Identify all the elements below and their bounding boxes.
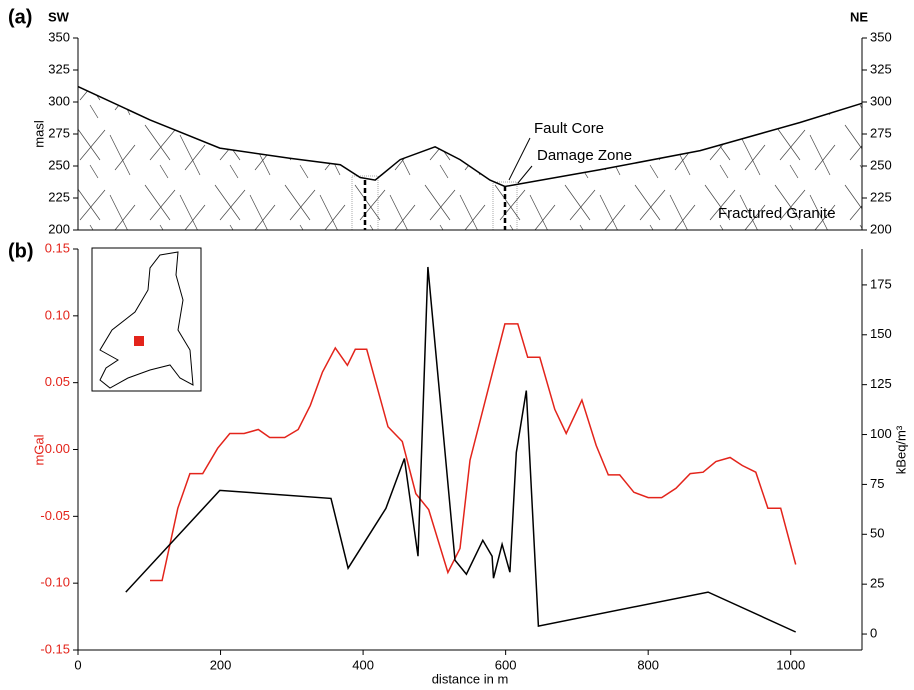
y2-axis-label: kBeq/m³ xyxy=(893,425,908,474)
x-tick-label: 0 xyxy=(74,657,81,672)
y-tick-label: 0.00 xyxy=(45,441,70,456)
x-tick-label: 600 xyxy=(495,657,517,672)
data-line xyxy=(125,266,797,633)
panel-label: (b) xyxy=(8,240,34,262)
annotation: Damage Zone xyxy=(537,147,632,164)
y-tick-label: 325 xyxy=(48,61,70,76)
annotation-arrow xyxy=(508,137,531,181)
data-line xyxy=(150,323,797,582)
y-tick-label: 225 xyxy=(48,189,70,204)
y-tick-label: 0.10 xyxy=(45,307,70,322)
y-tick-label: 350 xyxy=(48,29,70,44)
direction-label: SW xyxy=(48,9,70,24)
y-tick-label: 350 xyxy=(870,29,892,44)
y2-tick-label: 25 xyxy=(870,576,884,591)
inset-location xyxy=(134,336,144,346)
y2-tick-label: 175 xyxy=(870,276,892,291)
y-tick-label: 225 xyxy=(870,189,892,204)
annotation: Fractured Granite xyxy=(718,205,836,222)
y-axis-label: mGal xyxy=(31,434,46,465)
y-tick-label: 325 xyxy=(870,61,892,76)
x-tick-label: 400 xyxy=(352,657,374,672)
panel-label: (a) xyxy=(8,6,32,28)
granite-area xyxy=(78,86,862,230)
y-tick-label: 0.15 xyxy=(45,240,70,255)
y-tick-label: 275 xyxy=(870,125,892,140)
annotation: Fault Core xyxy=(534,120,604,137)
terrain-line xyxy=(77,85,863,188)
y-tick-label: 300 xyxy=(870,93,892,108)
x-axis-label: distance in m xyxy=(432,671,509,686)
x-tick-label: 800 xyxy=(637,657,659,672)
y-tick-label: 250 xyxy=(48,157,70,172)
y-tick-label: -0.10 xyxy=(40,575,70,590)
y2-tick-label: 100 xyxy=(870,426,892,441)
y-tick-label: 200 xyxy=(48,221,70,236)
y-tick-label: 200 xyxy=(870,221,892,236)
y2-tick-label: 0 xyxy=(870,625,877,640)
y2-tick-label: 50 xyxy=(870,526,884,541)
y2-tick-label: 150 xyxy=(870,326,892,341)
y-tick-label: 300 xyxy=(48,93,70,108)
y2-tick-label: 75 xyxy=(870,476,884,491)
inset-frame xyxy=(91,247,202,392)
y-tick-label: 275 xyxy=(48,125,70,140)
inset-map xyxy=(91,247,202,392)
x-tick-label: 200 xyxy=(210,657,232,672)
x-tick-label: 1000 xyxy=(776,657,805,672)
y-tick-label: -0.15 xyxy=(40,641,70,656)
inset-outline xyxy=(99,251,194,389)
y-axis-label: masl xyxy=(31,120,46,148)
y2-tick-label: 125 xyxy=(870,376,892,391)
y-tick-label: 250 xyxy=(870,157,892,172)
annotation-arrow xyxy=(517,165,533,184)
fault-zones xyxy=(351,175,518,231)
y-tick-label: 0.05 xyxy=(45,374,70,389)
y-tick-label: -0.05 xyxy=(40,508,70,523)
direction-label: NE xyxy=(850,9,868,24)
